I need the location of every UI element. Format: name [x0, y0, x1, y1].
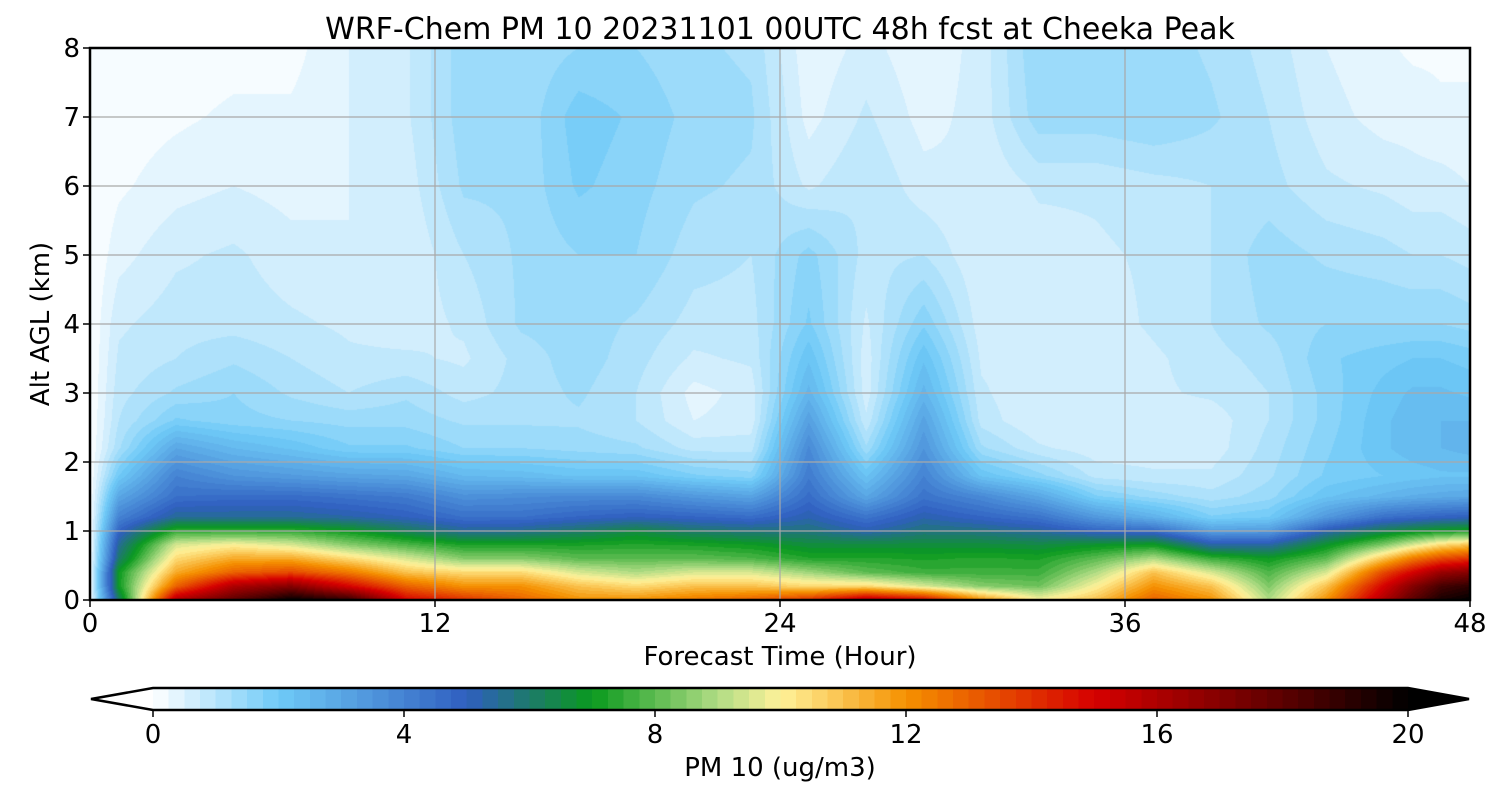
y-axis: 0 1 2 3 4 5 6 7 8 — [63, 34, 90, 616]
colorbar-tick-label: 12 — [889, 720, 922, 750]
chart-title: WRF-Chem PM 10 20231101 00UTC 48h fcst a… — [325, 12, 1235, 47]
colorbar-tick-label: 16 — [1140, 720, 1173, 750]
y-tick-label: 8 — [63, 34, 80, 64]
grid-lines — [90, 48, 1470, 600]
y-tick-label: 5 — [63, 241, 80, 271]
colorbar-tick-label: 4 — [396, 720, 413, 750]
colorbar-label: PM 10 (ug/m3) — [684, 753, 876, 783]
x-tick-label: 24 — [763, 609, 796, 639]
x-tick-label: 0 — [82, 609, 99, 639]
y-tick-label: 3 — [63, 379, 80, 409]
y-tick-label: 2 — [63, 448, 80, 478]
colorbar-gradient — [153, 688, 1408, 710]
colorbar-tick-label: 0 — [145, 720, 162, 750]
y-tick-label: 4 — [63, 310, 80, 340]
colorbar: 0 4 8 12 16 20 PM 10 (ug/m3) — [90, 686, 1470, 783]
x-tick-label: 36 — [1108, 609, 1141, 639]
y-tick-label: 0 — [63, 586, 80, 616]
y-tick-label: 7 — [63, 103, 80, 133]
x-tick-label: 12 — [418, 609, 451, 639]
plot-area — [88, 46, 1472, 602]
x-axis: 0 12 24 36 48 — [82, 600, 1487, 639]
colorbar-tick-label: 8 — [647, 720, 664, 750]
colorbar-ticks: 0 4 8 12 16 20 — [145, 710, 1425, 750]
colorbar-tick-label: 20 — [1391, 720, 1424, 750]
x-tick-label: 48 — [1453, 609, 1486, 639]
colorbar-extend-max — [1408, 688, 1469, 710]
y-tick-label: 1 — [63, 517, 80, 547]
y-tick-label: 6 — [63, 172, 80, 202]
x-axis-label: Forecast Time (Hour) — [643, 642, 916, 672]
y-axis-label: Alt AGL (km) — [26, 242, 56, 406]
colorbar-extend-min — [91, 688, 153, 710]
